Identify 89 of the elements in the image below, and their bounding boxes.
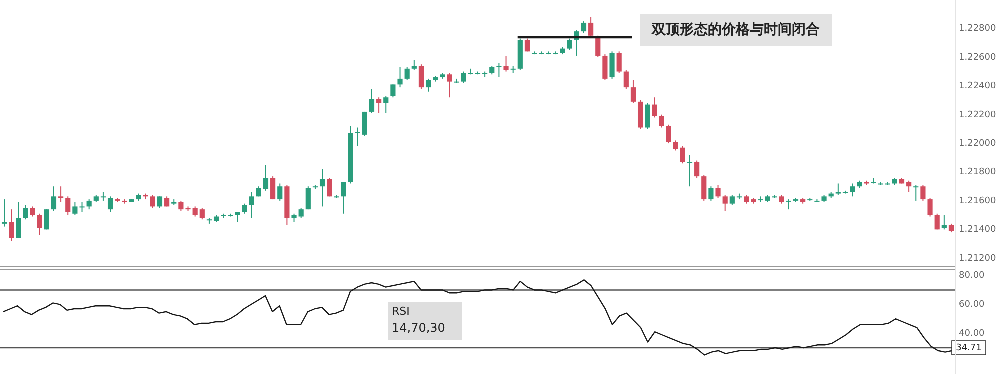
candlestick [581,21,587,34]
candlestick [928,198,933,218]
candlestick [524,38,530,52]
candlestick [150,194,156,209]
candlestick [850,183,856,198]
candlestick [270,176,276,200]
candlestick [673,140,678,152]
candlestick [298,208,304,219]
candlestick [72,202,78,216]
y-tick-label: 1.22600 [959,52,996,63]
candlestick [178,200,184,212]
candlestick [23,204,28,220]
y-tick-label: 1.22800 [959,24,996,34]
candlestick [66,196,71,216]
candlestick [306,186,311,210]
candlestick [86,199,92,210]
candlestick [461,71,466,84]
candlestick [906,180,912,193]
candlestick [341,182,346,214]
y-tick-label: 1.21600 [959,196,996,206]
candlestick [652,97,658,118]
candlestick [398,66,403,88]
candlestick [16,202,22,239]
candlestick [730,194,735,206]
candlestick [44,209,50,230]
y-tick-label: 40.00 [959,329,986,340]
y-tick-label: 1.22400 [959,82,996,92]
candlestick [702,174,707,202]
y-tick-label: 60.00 [959,300,986,310]
text: 34.71 [956,343,982,354]
candlestick [504,55,509,72]
candlestick [327,178,332,198]
candlestick [263,164,269,192]
y-tick-label: 80.00 [959,271,986,282]
candlestick [369,88,375,114]
candlestick [384,96,389,114]
candlestick [914,184,919,202]
candlestick [320,168,326,208]
y-tick-label: 1.22200 [959,110,996,120]
candlestick [447,72,452,98]
text: RSI [392,305,410,318]
candlestick [630,80,636,104]
candlestick [2,199,8,228]
y-tick-label: 1.21800 [959,168,996,178]
candlestick [51,186,57,212]
candlestick [624,70,629,90]
candlestick [602,54,608,81]
candlestick [934,213,940,230]
candlestick [37,213,42,236]
candlestick [567,38,572,51]
candlestick [355,127,360,147]
candlestick [242,203,248,214]
candlestick [9,209,14,242]
candlestick [716,184,721,199]
candlestick [694,160,700,178]
candlestick [192,206,198,218]
candlestick [588,16,594,38]
ref-line-label: 双顶形态的价格与时间闭合 [651,22,820,38]
candlestick [496,62,502,78]
candlestick [786,199,792,210]
candlestick [404,66,410,81]
candlestick [157,196,163,209]
candlestick [920,184,926,202]
y-tick-label: 1.21400 [959,225,996,236]
candlestick [708,186,714,202]
candlestick [426,78,432,92]
candlestick [722,194,728,212]
candlestick [80,202,85,213]
candlestick [687,154,693,188]
candlestick [645,102,650,130]
candlestick [666,124,672,144]
y-tick-label: 1.22000 [959,139,996,150]
candlestick [30,206,36,218]
candlestick [390,84,396,98]
candlestick [836,183,841,196]
candlestick [278,183,283,202]
candlestick [412,60,417,71]
candlestick [376,97,382,114]
y-tick-label: 1.21200 [959,254,996,264]
candlestick [659,114,664,128]
candlestick [58,186,64,203]
candlestick [200,208,205,220]
candlestick [616,51,622,74]
candlestick [418,64,424,90]
candlestick [108,196,114,213]
candlestick [249,192,254,219]
candlestick [362,111,368,137]
text: 14,70,30 [392,321,446,335]
candlestick [680,146,686,164]
